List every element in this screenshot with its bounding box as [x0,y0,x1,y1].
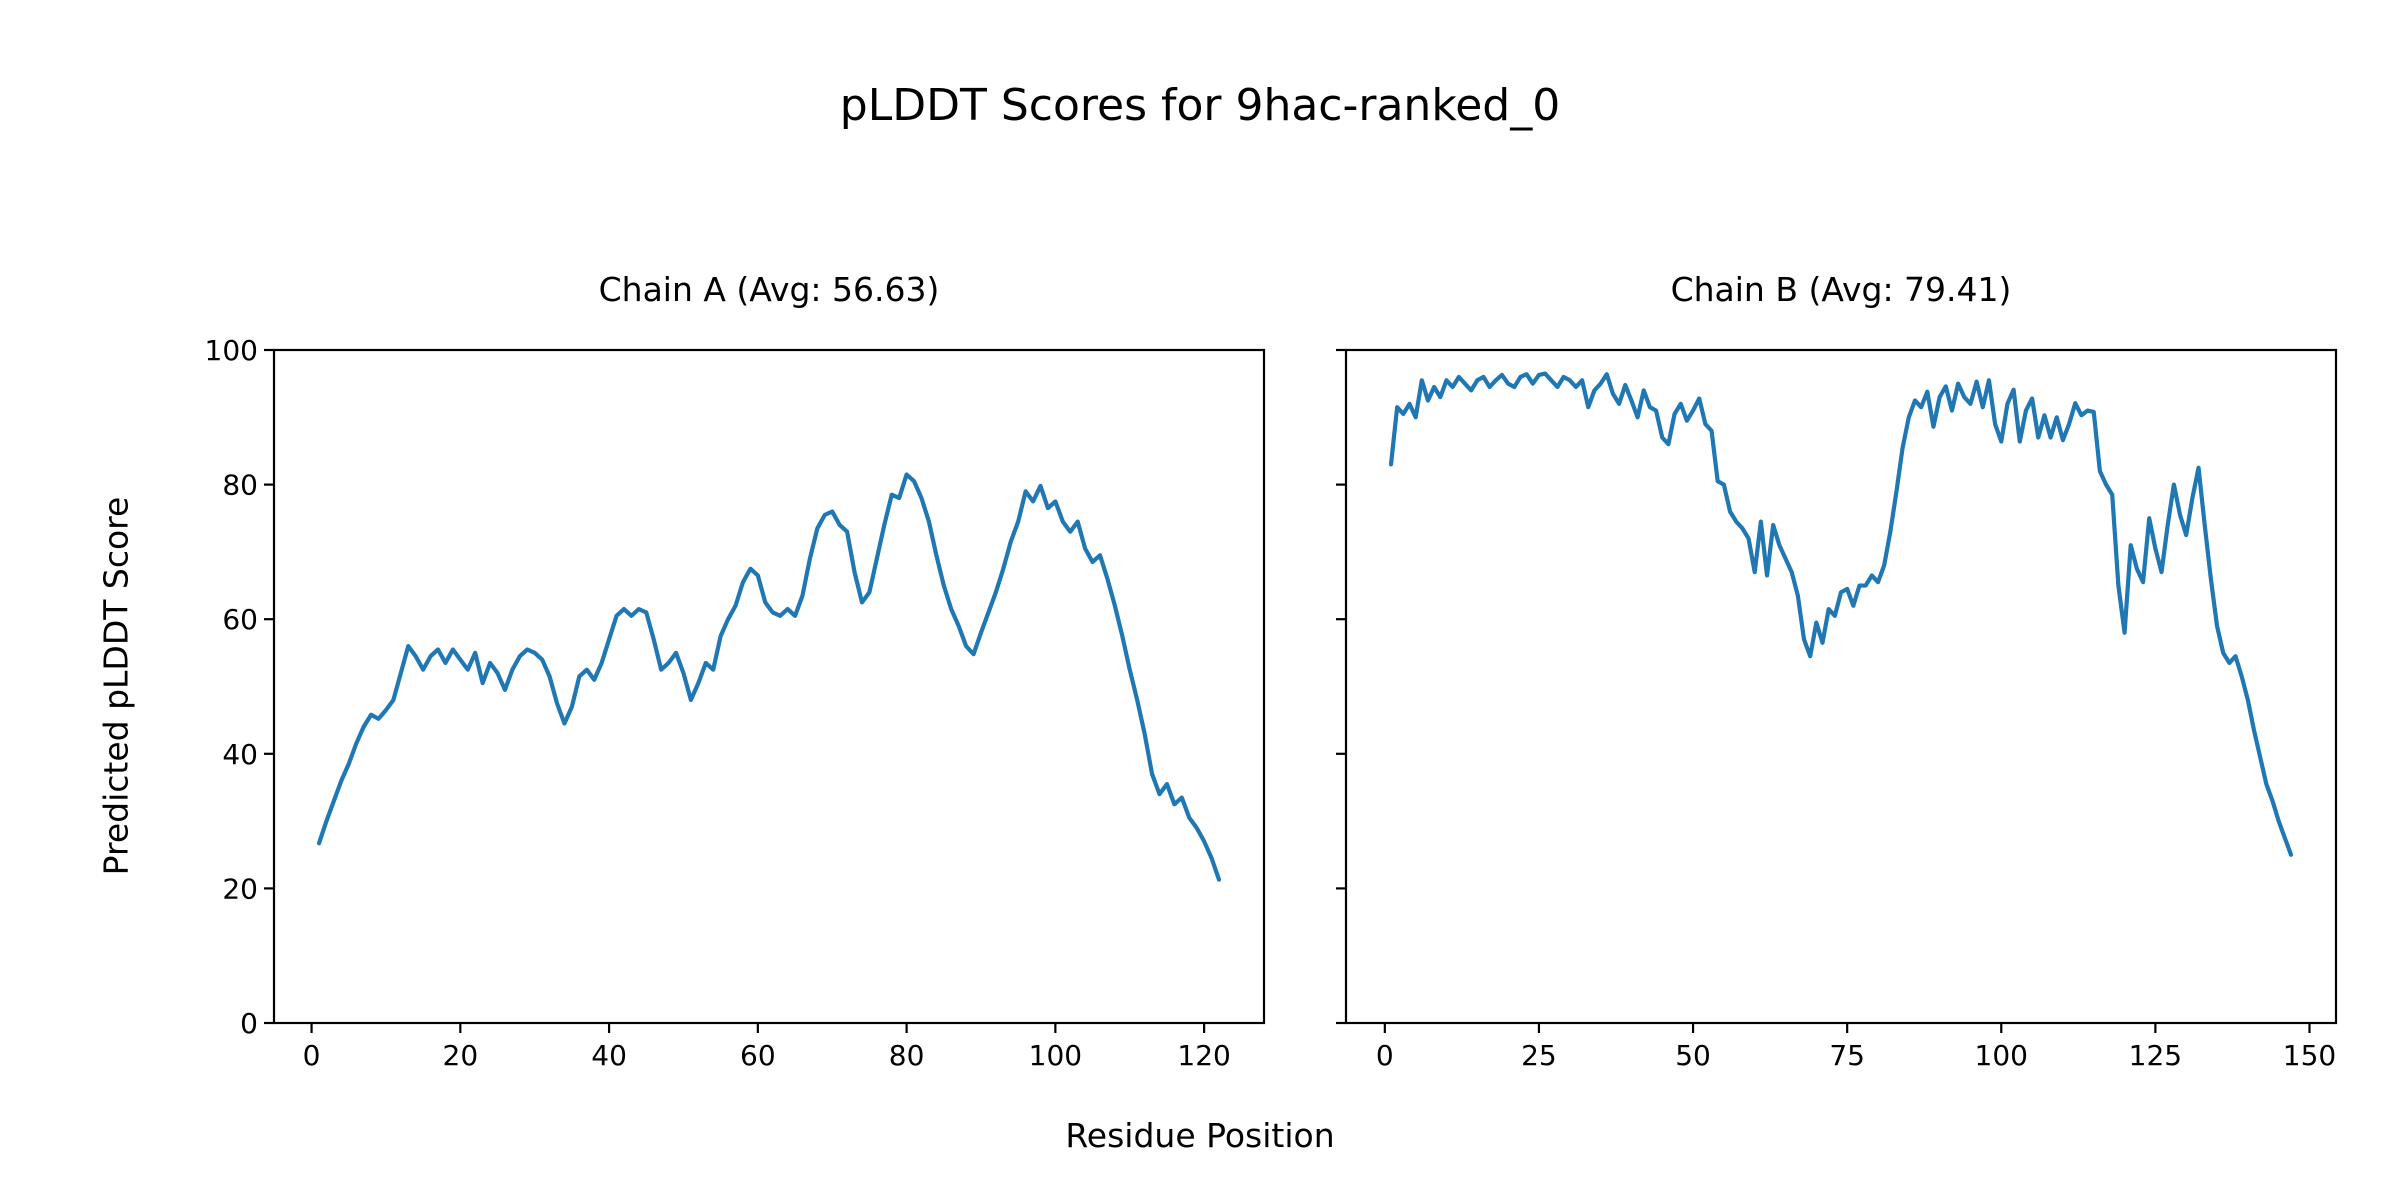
x-tick-label: 0 [1376,1039,1394,1072]
x-tick-label: 120 [1177,1039,1230,1072]
x-axis-label: Residue Position [1065,1116,1335,1155]
y-tick-label: 100 [205,334,258,367]
figure-title: pLDDT Scores for 9hac-ranked_0 [839,80,1561,131]
x-tick-label: 100 [1975,1039,2028,1072]
x-tick-label: 75 [1829,1039,1865,1072]
plddt-line-chain-b [1388,371,2294,857]
axes-spines-chain-a [272,348,1266,1025]
axes-spines-chain-b [1344,348,2338,1025]
x-tick-label: 20 [443,1039,479,1072]
x-tick-label: 150 [2283,1039,2336,1072]
x-tick-label: 60 [740,1039,776,1072]
plddt-line-chain-a [316,472,1222,882]
x-tick-label: 25 [1521,1039,1557,1072]
x-tick-label: 80 [889,1039,925,1072]
x-tick-label: 100 [1029,1039,1082,1072]
y-tick-label: 80 [222,469,258,502]
chain-b-subplot-title: Chain B (Avg: 79.41) [1670,270,2012,309]
y-tick-label: 0 [240,1007,258,1040]
x-tick-label: 125 [2129,1039,2182,1072]
x-tick-label: 50 [1675,1039,1711,1072]
chain-a-subplot-title: Chain A (Avg: 56.63) [598,270,940,309]
y-tick-label: 60 [222,603,258,636]
y-tick-label: 40 [222,738,258,771]
x-tick-label: 40 [591,1039,627,1072]
y-tick-label: 20 [222,872,258,905]
x-tick-label: 0 [303,1039,321,1072]
